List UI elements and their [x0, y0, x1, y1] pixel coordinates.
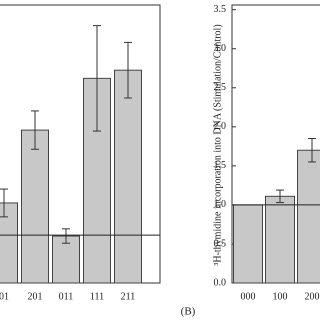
x-tick-label: 01 [0, 291, 9, 302]
y-tick-label: 1.5 [214, 160, 227, 171]
x-tick-label: 100 [273, 291, 288, 302]
bar [233, 204, 263, 284]
bar [297, 149, 320, 284]
y-tick-label: 3.0 [214, 43, 227, 54]
bar [265, 195, 295, 284]
y-tick-label: 1.0 [214, 199, 227, 210]
bar [0, 202, 18, 284]
x-tick-label: 111 [90, 291, 104, 302]
y-tick-label: 0.5 [214, 238, 227, 249]
panel-label: (B) [181, 306, 196, 318]
y-tick-label: 2.0 [214, 121, 227, 132]
x-tick-label: 211 [121, 291, 136, 302]
y-tick-label: 0.0 [214, 277, 227, 288]
x-tick-label: 201 [28, 291, 43, 302]
y-tick-label: 2.5 [214, 82, 227, 93]
bar [114, 69, 142, 284]
bar [52, 235, 80, 284]
bar [21, 129, 49, 284]
y-axis-label: ³H-thymidine incorporation into DNA (Sti… [212, 24, 223, 265]
y-tick-label: 3.5 [214, 4, 227, 15]
x-tick-label: 200 [305, 291, 320, 302]
x-tick-label: 011 [59, 291, 74, 302]
x-tick-label: 000 [241, 291, 256, 302]
